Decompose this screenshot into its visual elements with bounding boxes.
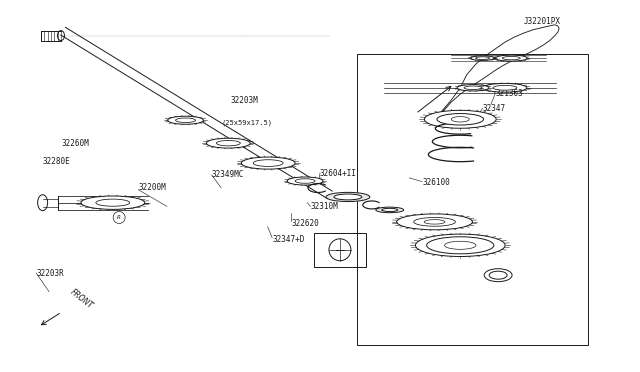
Text: 32604+II: 32604+II <box>320 169 357 177</box>
Ellipse shape <box>502 57 520 60</box>
Ellipse shape <box>58 31 65 41</box>
Text: FRONT: FRONT <box>68 287 94 310</box>
Ellipse shape <box>470 56 495 60</box>
Ellipse shape <box>427 237 494 254</box>
Text: 32200M: 32200M <box>138 183 166 192</box>
Ellipse shape <box>484 269 512 282</box>
Text: 326100: 326100 <box>422 178 450 187</box>
Ellipse shape <box>457 84 489 91</box>
Ellipse shape <box>96 199 130 206</box>
Ellipse shape <box>451 116 469 122</box>
Text: 32203M: 32203M <box>231 96 259 105</box>
Text: J32201PX: J32201PX <box>524 17 561 26</box>
Ellipse shape <box>216 141 240 146</box>
Text: 32347: 32347 <box>483 104 506 113</box>
Ellipse shape <box>382 208 397 212</box>
Ellipse shape <box>326 192 370 202</box>
Ellipse shape <box>175 118 195 122</box>
Text: 32260M: 32260M <box>62 139 90 148</box>
Ellipse shape <box>424 219 445 224</box>
Ellipse shape <box>415 234 505 257</box>
Text: 32347+D: 32347+D <box>272 235 305 244</box>
Ellipse shape <box>168 116 204 124</box>
Ellipse shape <box>476 57 490 60</box>
Ellipse shape <box>397 214 472 230</box>
Text: 32349MC: 32349MC <box>212 170 244 179</box>
Text: 32203R: 32203R <box>36 269 64 278</box>
Ellipse shape <box>495 55 527 61</box>
Text: 32280E: 32280E <box>43 157 70 166</box>
Text: (25x59x17.5): (25x59x17.5) <box>221 120 272 126</box>
Ellipse shape <box>424 110 496 128</box>
Ellipse shape <box>287 177 323 185</box>
Ellipse shape <box>295 179 315 183</box>
Ellipse shape <box>241 157 295 169</box>
Ellipse shape <box>445 241 476 249</box>
Ellipse shape <box>413 218 456 226</box>
Ellipse shape <box>489 271 507 279</box>
Ellipse shape <box>38 195 47 211</box>
Ellipse shape <box>483 83 527 92</box>
Ellipse shape <box>334 194 362 200</box>
Ellipse shape <box>464 86 482 90</box>
Ellipse shape <box>437 113 484 125</box>
Text: 321363: 321363 <box>495 89 523 98</box>
Ellipse shape <box>253 160 283 166</box>
Ellipse shape <box>81 196 145 209</box>
Ellipse shape <box>207 138 250 148</box>
Text: 32310M: 32310M <box>310 202 338 211</box>
Ellipse shape <box>493 86 517 90</box>
Ellipse shape <box>376 207 404 213</box>
Text: 322620: 322620 <box>291 219 319 228</box>
Text: R: R <box>117 215 121 220</box>
Bar <box>314 233 366 267</box>
